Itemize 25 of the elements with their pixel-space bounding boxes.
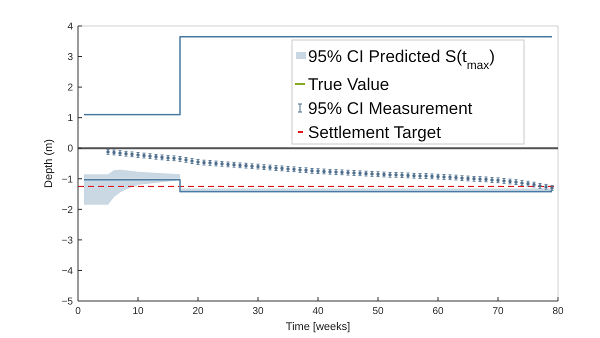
x-tick-label: 40	[312, 306, 324, 317]
x-tick-label: 80	[552, 306, 564, 317]
legend-label: True Value	[308, 75, 390, 94]
y-tick-label: −2	[62, 204, 74, 216]
x-axis-title: Time [weeks]	[286, 321, 350, 333]
x-tick-label: 60	[432, 306, 444, 317]
x-tick-label: 50	[372, 306, 384, 317]
x-tick-label: 30	[252, 306, 264, 317]
legend-label: Settlement Target	[308, 123, 442, 142]
legend-label: 95% CI Measurement	[308, 99, 473, 118]
y-axis-title: Depth (m)	[43, 139, 55, 188]
y-tick-label: −1	[62, 174, 74, 186]
x-tick-label: 20	[192, 306, 204, 317]
y-tick-label: −3	[62, 235, 74, 246]
y-tick-label: 4	[67, 22, 74, 32]
y-tick-label: 0	[67, 144, 74, 155]
legend-label: 95% CI Predicted S(t$_{max}$)	[308, 47, 495, 72]
x-tick-label: 70	[492, 306, 504, 317]
y-tick-label: −4	[62, 266, 74, 277]
y-tick-label: 2	[67, 82, 74, 94]
x-tick-label: 0	[75, 306, 82, 317]
y-tick-label: 3	[67, 52, 74, 64]
y-tick-label: 1	[67, 113, 74, 124]
x-tick-label: 10	[132, 306, 144, 317]
y-tick-label: −5	[62, 296, 74, 308]
